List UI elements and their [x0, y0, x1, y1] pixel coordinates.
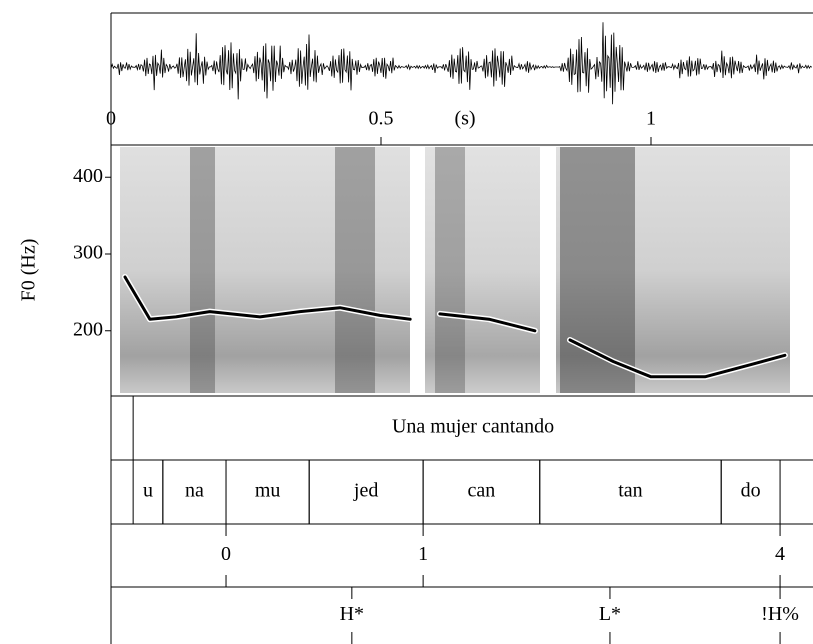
interval-label: na: [185, 480, 204, 502]
spectrogram: [120, 147, 790, 393]
spectrogram-block: [120, 147, 410, 393]
point-label: 0: [221, 543, 231, 565]
interval-label: can: [468, 480, 496, 502]
x-tick-label: 0.5: [369, 108, 394, 130]
f0-contour: [123, 275, 787, 379]
spectrogram-block: [425, 147, 540, 393]
waveform: [110, 22, 813, 105]
x-tick-label: 0: [106, 108, 116, 130]
y-tick-label: 300: [73, 242, 103, 264]
y-axis-label: F0 (Hz): [18, 239, 40, 302]
x-tick-label: 1: [646, 108, 656, 130]
point-label: !H%: [761, 603, 799, 625]
interval-label: do: [741, 480, 761, 502]
x-axis-label: (s): [454, 108, 475, 130]
interval-label: mu: [255, 480, 281, 502]
interval-label: tan: [618, 480, 642, 502]
point-label: H*: [340, 603, 364, 625]
interval-label: u: [143, 480, 153, 502]
spectrogram-band: [435, 147, 465, 393]
y-tick-label: 200: [73, 318, 103, 340]
point-label: L*: [599, 603, 621, 625]
interval-label: jed: [353, 480, 378, 502]
point-label: 4: [775, 543, 785, 565]
spectrogram-band: [190, 147, 215, 393]
spectrogram-band: [335, 147, 375, 393]
point-label: 1: [418, 543, 428, 565]
y-tick-label: 400: [73, 165, 103, 187]
interval-label: Una mujer cantando: [392, 416, 554, 438]
